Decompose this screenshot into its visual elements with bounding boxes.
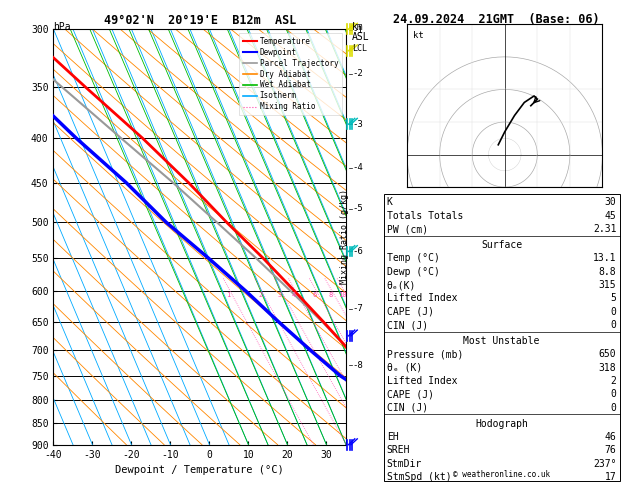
Text: 0: 0 bbox=[611, 320, 616, 330]
Text: 13.1: 13.1 bbox=[593, 253, 616, 263]
Text: -8: -8 bbox=[352, 361, 363, 370]
Text: SREH: SREH bbox=[387, 446, 410, 455]
Text: 318: 318 bbox=[599, 363, 616, 373]
Text: K: K bbox=[387, 197, 392, 208]
Text: Totals Totals: Totals Totals bbox=[387, 211, 463, 221]
Text: ASL: ASL bbox=[352, 32, 370, 42]
Text: 315: 315 bbox=[599, 280, 616, 290]
Text: PW (cm): PW (cm) bbox=[387, 224, 428, 234]
Text: 2: 2 bbox=[611, 376, 616, 386]
Text: Hodograph: Hodograph bbox=[475, 419, 528, 429]
Text: km: km bbox=[352, 22, 364, 32]
Text: 76: 76 bbox=[604, 446, 616, 455]
Text: Temp (°C): Temp (°C) bbox=[387, 253, 440, 263]
Text: 0: 0 bbox=[611, 307, 616, 317]
Text: 1: 1 bbox=[226, 292, 231, 298]
Text: CIN (J): CIN (J) bbox=[387, 403, 428, 413]
Text: 30: 30 bbox=[604, 197, 616, 208]
Text: 45: 45 bbox=[604, 211, 616, 221]
Legend: Temperature, Dewpoint, Parcel Trajectory, Dry Adiabat, Wet Adiabat, Isotherm, Mi: Temperature, Dewpoint, Parcel Trajectory… bbox=[239, 33, 342, 115]
Text: 0: 0 bbox=[611, 403, 616, 413]
Text: StmDir: StmDir bbox=[387, 459, 422, 469]
Text: 8.8: 8.8 bbox=[599, 267, 616, 277]
Text: 2.31: 2.31 bbox=[593, 224, 616, 234]
Text: 17: 17 bbox=[604, 472, 616, 482]
Text: kt: kt bbox=[413, 31, 424, 40]
Text: 2: 2 bbox=[258, 292, 262, 298]
Text: 10: 10 bbox=[338, 292, 347, 298]
Text: 6: 6 bbox=[313, 292, 317, 298]
Text: -1: -1 bbox=[352, 25, 363, 35]
Text: -7: -7 bbox=[352, 304, 363, 313]
Text: Dewp (°C): Dewp (°C) bbox=[387, 267, 440, 277]
Text: Lifted Index: Lifted Index bbox=[387, 376, 457, 386]
Text: CIN (J): CIN (J) bbox=[387, 320, 428, 330]
Text: 24.09.2024  21GMT  (Base: 06): 24.09.2024 21GMT (Base: 06) bbox=[393, 13, 599, 26]
Text: 8: 8 bbox=[328, 292, 333, 298]
Text: θₑ(K): θₑ(K) bbox=[387, 280, 416, 290]
Text: Most Unstable: Most Unstable bbox=[464, 336, 540, 346]
Text: LCL: LCL bbox=[352, 44, 367, 53]
Text: Mixing Ratio (g/kg): Mixing Ratio (g/kg) bbox=[340, 190, 349, 284]
Text: StmSpd (kt): StmSpd (kt) bbox=[387, 472, 452, 482]
Text: CAPE (J): CAPE (J) bbox=[387, 389, 434, 399]
Text: 237°: 237° bbox=[593, 459, 616, 469]
Text: θₑ (K): θₑ (K) bbox=[387, 363, 422, 373]
Text: Lifted Index: Lifted Index bbox=[387, 294, 457, 303]
Text: Pressure (mb): Pressure (mb) bbox=[387, 349, 463, 360]
Text: -4: -4 bbox=[352, 163, 363, 172]
X-axis label: Dewpoint / Temperature (°C): Dewpoint / Temperature (°C) bbox=[115, 465, 284, 475]
Text: 650: 650 bbox=[599, 349, 616, 360]
Text: 3: 3 bbox=[277, 292, 282, 298]
Text: 0: 0 bbox=[611, 389, 616, 399]
Text: CAPE (J): CAPE (J) bbox=[387, 307, 434, 317]
Text: EH: EH bbox=[387, 432, 399, 442]
Text: 46: 46 bbox=[604, 432, 616, 442]
Title: 49°02'N  20°19'E  B12m  ASL: 49°02'N 20°19'E B12m ASL bbox=[104, 14, 296, 27]
Text: hPa: hPa bbox=[53, 22, 71, 32]
Text: -3: -3 bbox=[352, 120, 363, 129]
Text: Surface: Surface bbox=[481, 240, 522, 250]
Text: -6: -6 bbox=[352, 247, 363, 256]
Text: 4: 4 bbox=[292, 292, 296, 298]
Text: 5: 5 bbox=[611, 294, 616, 303]
Text: -5: -5 bbox=[352, 204, 363, 213]
Text: -2: -2 bbox=[352, 69, 363, 78]
Text: © weatheronline.co.uk: © weatheronline.co.uk bbox=[453, 469, 550, 479]
